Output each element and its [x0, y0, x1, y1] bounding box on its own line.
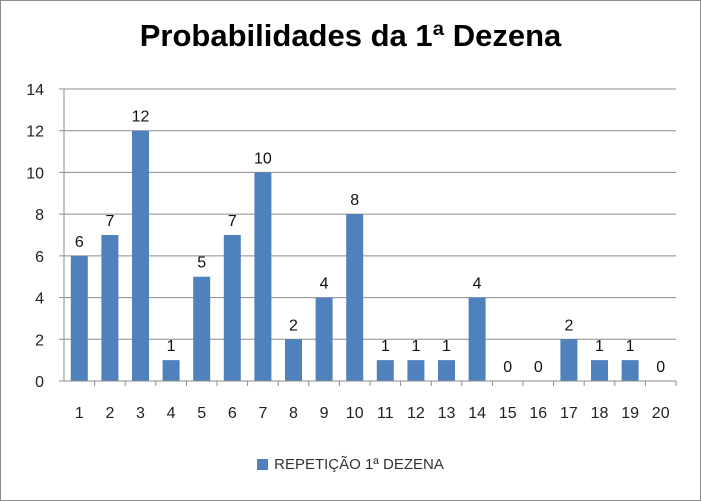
bar-18 [591, 360, 608, 381]
data-label-1: 6 [75, 234, 84, 251]
x-tick-label: 18 [591, 405, 609, 422]
x-tick-label: 3 [136, 405, 145, 422]
y-tick-label: 10 [26, 165, 44, 182]
data-label-3: 12 [132, 109, 150, 126]
bar-12 [407, 360, 425, 381]
x-tick-label: 13 [438, 405, 456, 422]
bar-1 [70, 255, 88, 381]
legend-label: REPETIÇÃO 1ª DEZENA [274, 456, 444, 473]
data-label-14: 4 [473, 276, 482, 293]
data-label-7: 10 [254, 150, 272, 167]
y-tick-label: 12 [26, 124, 44, 141]
x-tick-label: 16 [529, 405, 547, 422]
y-tick-label: 2 [35, 332, 44, 349]
x-tick-label: 12 [407, 405, 425, 422]
x-tick-label: 6 [228, 405, 237, 422]
data-label-12: 1 [411, 338, 420, 355]
y-tick-label: 14 [26, 82, 44, 99]
data-label-4: 1 [167, 338, 176, 355]
legend: REPETIÇÃO 1ª DEZENA [0, 456, 701, 473]
data-label-19: 1 [626, 338, 635, 355]
data-label-20: 0 [656, 359, 665, 376]
y-tick-label: 6 [35, 249, 44, 266]
x-tick-label: 7 [258, 405, 267, 422]
data-label-10: 8 [350, 192, 359, 209]
legend-swatch [257, 458, 269, 470]
bar-10 [346, 214, 364, 381]
bar-13 [438, 360, 455, 381]
x-tick-label: 11 [377, 405, 394, 422]
x-tick-label: 14 [468, 405, 486, 422]
y-tick-label: 8 [35, 207, 44, 224]
x-tick-label: 10 [346, 405, 364, 422]
bar-5 [193, 276, 211, 381]
x-tick-label: 4 [167, 405, 176, 422]
bar-7 [254, 172, 272, 381]
y-tick-label: 4 [35, 291, 44, 308]
x-tick-label: 5 [197, 405, 206, 422]
data-label-6: 7 [228, 213, 237, 230]
bar-6 [223, 235, 241, 381]
x-tick-label: 20 [652, 405, 670, 422]
bar-9 [315, 297, 333, 381]
data-label-13: 1 [442, 338, 451, 355]
data-label-16: 0 [534, 359, 543, 376]
x-tick-label: 2 [105, 405, 114, 422]
data-label-5: 5 [197, 255, 206, 272]
x-tick-label: 15 [499, 405, 517, 422]
x-tick-label: 8 [289, 405, 298, 422]
data-label-17: 2 [564, 317, 573, 334]
bar-14 [468, 297, 486, 381]
bar-17 [560, 339, 578, 381]
data-label-8: 2 [289, 317, 298, 334]
bar-19 [621, 360, 639, 381]
bar-2 [101, 235, 119, 381]
chart-title: Probabilidades da 1ª Dezena [139, 18, 562, 53]
x-tick-label: 19 [621, 405, 639, 422]
x-tick-label: 17 [560, 405, 578, 422]
bar-3 [132, 130, 149, 381]
data-label-15: 0 [503, 359, 512, 376]
bar-11 [376, 360, 394, 381]
x-tick-label: 9 [320, 405, 329, 422]
data-label-18: 1 [595, 338, 604, 355]
data-label-9: 4 [320, 276, 329, 293]
bar-8 [285, 339, 302, 381]
y-tick-label: 0 [35, 374, 44, 391]
bar-4 [162, 360, 180, 381]
data-label-2: 7 [105, 213, 114, 230]
x-tick-label: 1 [75, 405, 84, 422]
data-label-11: 1 [381, 338, 390, 355]
